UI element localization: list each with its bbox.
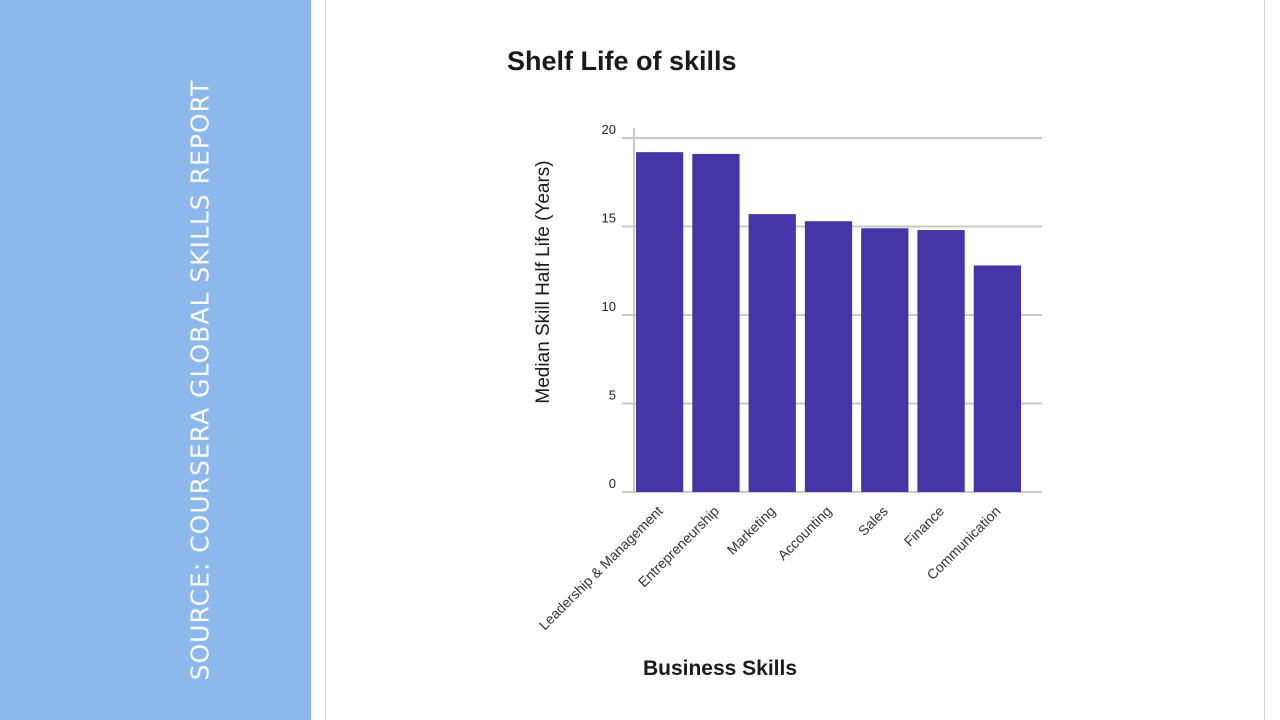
bar-3 (748, 214, 796, 493)
y-tick-label: 15 (602, 211, 616, 226)
y-tick-label: 5 (609, 388, 616, 403)
bar-6 (917, 230, 965, 493)
bar-4 (804, 221, 853, 492)
bar-2 (692, 153, 740, 492)
y-tick-label: 20 (602, 122, 616, 137)
bars (636, 152, 1021, 493)
x-tick-label: Finance (901, 503, 948, 550)
bar-5 (861, 228, 909, 492)
x-tick-label: Accounting (774, 503, 834, 563)
y-tick-labels: 0 5 10 15 20 (602, 122, 616, 491)
bar-1 (636, 152, 684, 492)
bar-7 (973, 265, 1021, 492)
y-tick-label: 0 (609, 476, 616, 491)
x-tick-label: Marketing (724, 503, 779, 558)
y-tick-label: 10 (602, 299, 616, 314)
x-tick-label: Sales (855, 503, 891, 539)
chart-title: Shelf Life of skills (507, 46, 737, 76)
x-axis-label: Business Skills (643, 657, 797, 680)
y-axis-label: Median Skill Half Life (Years) (533, 160, 554, 403)
source-sidebar: SOURCE: COURSERA GLOBAL SKILLS REPORT (0, 0, 311, 720)
